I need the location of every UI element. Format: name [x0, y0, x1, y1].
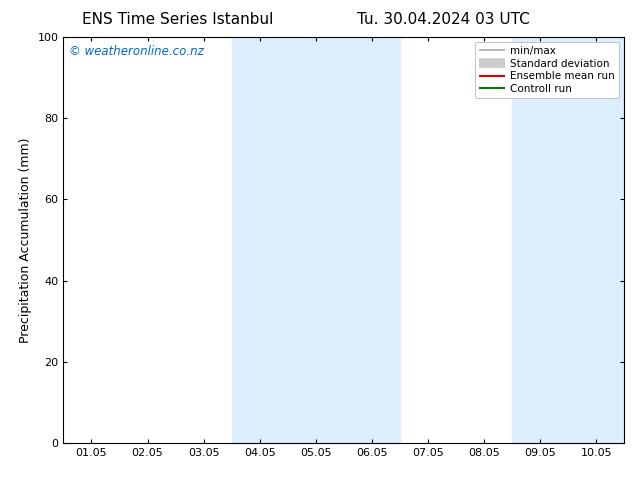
Legend: min/max, Standard deviation, Ensemble mean run, Controll run: min/max, Standard deviation, Ensemble me…	[475, 42, 619, 98]
Text: Tu. 30.04.2024 03 UTC: Tu. 30.04.2024 03 UTC	[358, 12, 530, 27]
Bar	[232, 37, 400, 443]
Text: ENS Time Series Istanbul: ENS Time Series Istanbul	[82, 12, 273, 27]
Text: © weatheronline.co.nz: © weatheronline.co.nz	[69, 45, 204, 58]
Y-axis label: Precipitation Accumulation (mm): Precipitation Accumulation (mm)	[19, 137, 32, 343]
Bar	[512, 37, 624, 443]
